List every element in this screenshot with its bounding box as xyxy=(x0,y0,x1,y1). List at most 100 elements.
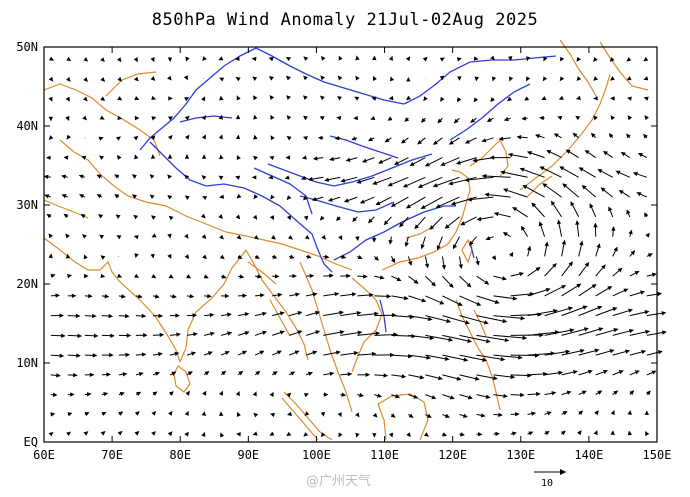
wind-vector-head xyxy=(319,116,325,121)
wind-vector-head xyxy=(353,350,359,356)
wind-vector-head xyxy=(474,76,479,82)
wind-vector-head xyxy=(388,239,393,245)
wind-vector-head xyxy=(643,56,649,62)
wind-vector-head xyxy=(284,175,290,180)
wind-vector-head xyxy=(337,412,342,418)
wind-vector xyxy=(459,354,487,361)
lat-label: 10N xyxy=(16,356,38,370)
wind-vector-head xyxy=(303,215,309,221)
wind-vector-head xyxy=(444,413,450,418)
wind-vector-head xyxy=(539,166,545,171)
wind-vector-head xyxy=(150,253,155,259)
wind-vector-head xyxy=(427,316,433,322)
wind-vector-head xyxy=(421,298,427,303)
wind-vector-head xyxy=(531,411,537,416)
chart-title: 850hPa Wind Anomaly 21Jul-02Aug 2025 xyxy=(151,10,539,30)
wind-vector-head xyxy=(168,116,174,121)
wind-vector-head xyxy=(542,183,548,188)
wind-vector-head xyxy=(73,372,78,378)
wind-vector-head xyxy=(609,76,615,81)
wind-vector-head xyxy=(600,187,606,192)
wind-vector-head xyxy=(387,116,393,121)
wind-vector-head xyxy=(201,96,206,102)
wind-vector-head xyxy=(319,215,325,221)
wind-vector-head xyxy=(520,315,526,321)
wind-vector-head xyxy=(651,370,657,375)
wind-vector-head xyxy=(528,431,534,436)
wind-vector-head xyxy=(277,292,283,298)
wind-vector-head xyxy=(579,348,585,354)
wind-vector-head xyxy=(644,310,650,315)
wind-vector xyxy=(578,327,603,336)
wind-vector-head xyxy=(126,333,132,338)
wind-vector-head xyxy=(323,392,329,397)
wind-vector-head xyxy=(117,96,123,101)
wind-vector-head xyxy=(509,76,514,82)
wind-vector-head xyxy=(83,254,88,260)
wind-vector-head xyxy=(626,76,632,81)
wind-vector-head xyxy=(109,352,114,358)
wind-vector-head xyxy=(338,432,343,438)
wind-vector-head xyxy=(355,55,360,61)
wind-vector-head xyxy=(576,95,581,101)
wind-vector-head xyxy=(286,115,292,121)
wind-vector-head xyxy=(347,372,353,377)
wind-vector-head xyxy=(155,371,161,376)
wind-vector-head xyxy=(426,413,432,418)
wind-vector-head xyxy=(485,338,491,344)
wind-vector-head xyxy=(543,56,548,62)
wind-vector-head xyxy=(61,194,67,199)
wind-vector-head xyxy=(464,177,470,183)
wind-vector-head xyxy=(270,114,275,120)
wind-vector-head xyxy=(623,288,629,293)
wind-vector-head xyxy=(167,134,173,140)
wind-vector xyxy=(561,349,584,356)
wind-vector-head xyxy=(472,158,478,163)
wind-vector-head xyxy=(608,206,613,212)
wind-vector-head xyxy=(383,373,389,378)
wind-vector-head xyxy=(610,430,615,435)
wind-vector-head xyxy=(510,374,516,380)
wind-vector-head xyxy=(204,371,210,376)
wind-vector-head xyxy=(456,376,462,381)
wind-vector-head xyxy=(201,174,207,180)
wind-vector-head xyxy=(429,225,435,230)
wind-vector-head xyxy=(242,293,248,298)
wind-vector-head xyxy=(117,273,123,278)
wind-vector-head xyxy=(611,226,616,231)
wind-vector xyxy=(442,334,472,342)
wind-vector-head xyxy=(67,412,73,417)
wind-vector-head xyxy=(133,76,139,82)
wind-vector-head xyxy=(456,97,462,103)
wind-vector-head xyxy=(70,392,75,397)
wind-vector-head xyxy=(218,114,223,120)
wind-vector-head xyxy=(201,234,207,240)
wind-vector-head xyxy=(289,254,295,259)
wind-vector-head xyxy=(526,56,531,62)
wind-vector xyxy=(612,309,633,317)
wind-vector-head xyxy=(235,76,241,82)
wind-vector-head xyxy=(558,95,564,100)
wind-vector xyxy=(493,295,517,300)
wind-vector xyxy=(323,331,344,336)
wind-vector-head xyxy=(464,139,470,144)
wind-vector-head xyxy=(303,195,308,201)
wind-vector-head xyxy=(260,293,265,298)
wind-vector-head xyxy=(432,140,438,145)
wind-vector-head xyxy=(168,391,174,396)
wind-vector-head xyxy=(467,395,473,400)
wind-vector-head xyxy=(500,170,506,175)
wind-vector-head xyxy=(133,135,139,141)
wind-vector xyxy=(501,171,528,178)
wind-vector-head xyxy=(594,410,599,416)
wind-vector-head xyxy=(290,371,296,376)
wind-vector-head xyxy=(420,117,426,123)
wind-vector-head xyxy=(207,293,212,299)
wind-vector-head xyxy=(584,262,590,267)
wind-vector-head xyxy=(254,254,260,259)
wind-vector-head xyxy=(610,115,616,121)
wind-vector-head xyxy=(63,155,69,160)
wind-vector xyxy=(527,288,550,297)
wind-vector xyxy=(510,293,534,297)
